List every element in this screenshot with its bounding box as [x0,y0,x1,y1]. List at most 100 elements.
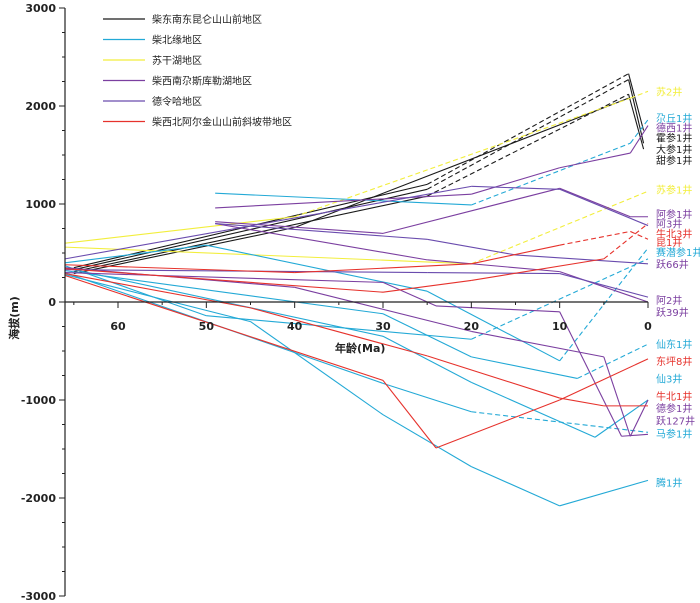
y-tick-label: 2000 [25,100,56,113]
series-segment [471,167,560,195]
well-label: 仙3井 [656,372,682,385]
y-tick-label: -2000 [21,492,57,505]
series-segment [426,73,629,185]
series-segment [559,479,649,507]
y-tick-label: 0 [48,296,56,309]
series-segment [630,90,649,99]
series-segment [73,195,428,273]
x-tick-label: 0 [644,320,652,333]
series-segment [603,223,649,260]
series-segment [382,414,472,468]
series-segment [629,125,649,154]
series-segment [471,466,560,507]
series-segment [64,264,295,274]
series-segment [628,73,645,131]
series-segment [621,433,649,437]
y-tick-label: -3000 [21,590,57,603]
well-label: 腾1井 [656,476,682,489]
series-segment [426,79,629,190]
series-segment [603,356,631,437]
series-line [64,230,649,274]
series-segment [628,79,645,144]
series-line [628,79,645,144]
series-segment [435,399,560,449]
series-segment [559,271,649,303]
series-segment [628,94,645,150]
series-line [215,187,648,234]
series-line [64,269,649,298]
series-segment [471,142,631,206]
series-segment [515,254,649,265]
series-segment [629,119,649,144]
series-segment [64,216,295,244]
well-label: 德参1井 [656,402,692,415]
series-segment [64,273,251,309]
series-line [64,185,649,260]
well-label: 赛潜参1井 [656,246,700,259]
legend-entry: 柴北缘地区 [152,34,202,47]
series-segment [250,321,384,416]
well-label: 苏2井 [656,85,682,98]
series-segment [382,279,472,293]
series-segment [64,198,401,260]
series-segment [215,221,384,234]
y-axis-title: 海拔(m) [7,296,21,340]
x-tick-label: 10 [552,320,568,333]
series-segment [559,187,631,218]
legend-entry: 德令哈地区 [152,95,202,108]
series-segment [559,230,631,246]
series-segment [64,270,384,315]
series-segment [382,313,472,358]
well-label: 霍参1井 [656,131,692,144]
series-segment [427,272,560,275]
well-label: 东坪8井 [656,355,692,368]
series-segment [64,244,207,264]
series-segment [382,380,437,449]
series-segment [559,358,649,401]
series-segment [559,397,604,407]
well-label: 昆1井 [656,236,682,249]
well-label: 阿参1井 [656,208,692,221]
y-tick-label: -1000 [21,394,57,407]
x-tick-label: 30 [375,320,391,333]
series-segment [559,273,649,298]
series-segment [559,311,622,437]
well-label: 跃39井 [656,306,689,319]
series-segment [382,187,560,234]
x-tick-label: 20 [464,320,480,333]
series-segment [294,263,472,274]
well-label: 阿3井 [656,218,682,231]
series-segment [471,258,649,340]
well-label: 马参1井 [656,427,692,440]
series-segment [471,330,604,358]
series-segment [559,188,649,227]
series-segment [64,275,384,381]
well-label: 苏参1井 [656,183,692,196]
series-segment [250,307,428,357]
x-axis-title: 年龄(Ma) [335,341,385,355]
series-segment [630,230,649,240]
series-segment [215,193,472,209]
series-line [628,73,645,131]
series-segment [426,290,560,362]
series-segment [471,190,649,265]
series-segment [294,286,472,332]
y-tick-label: 3000 [25,2,56,15]
series-line [64,223,649,293]
x-tick-label: 60 [110,320,126,333]
legend-entry: 柴西南尕斯库勒湖地区 [152,75,252,88]
well-label: 牛北1井 [656,390,692,403]
series-segment [471,411,649,433]
series-segment [215,223,428,240]
series-segment [426,355,560,399]
series-segment [64,246,472,265]
legend-entry: 柴东南东昆仑山山前地区 [152,13,262,26]
x-tick-label: 40 [287,320,303,333]
x-tick-label: 50 [199,320,215,333]
series-line [64,273,648,407]
series-line [215,119,649,206]
series-line [64,90,649,244]
series-segment [215,223,428,261]
series-segment [382,382,472,413]
